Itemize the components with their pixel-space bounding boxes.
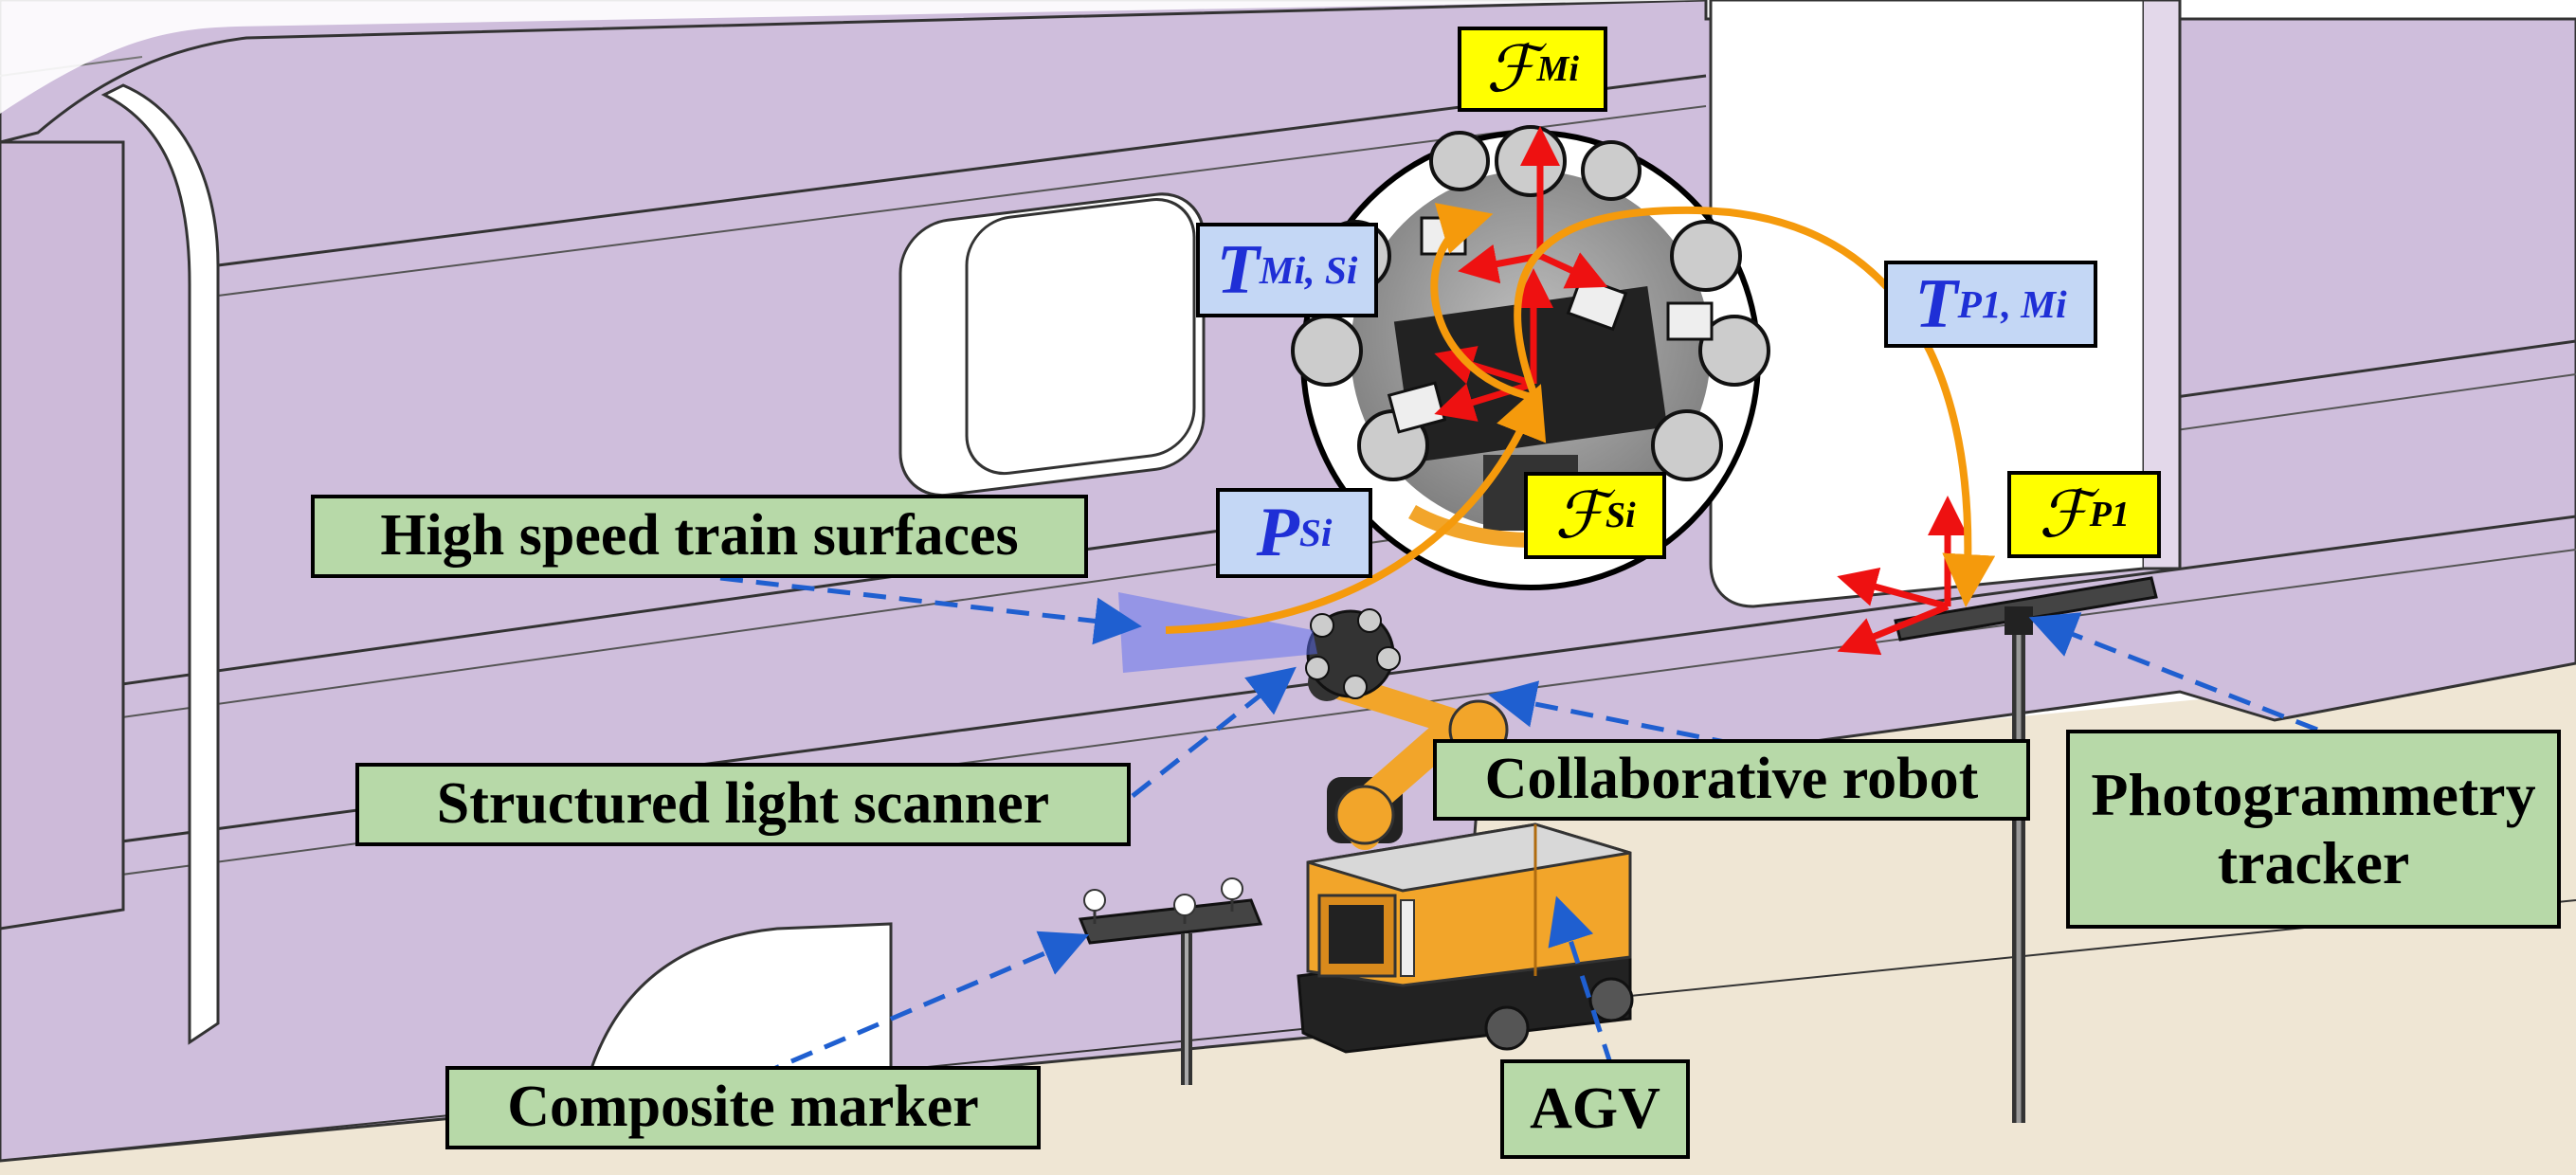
t-mi-si-symbol: T [1216, 230, 1260, 309]
label-photogrammetry-tracker: Photogrammetry tracker [2066, 730, 2561, 929]
structured-light-scanner [1305, 608, 1401, 699]
t-p1-mi-subscript: P1, Mi [1957, 281, 2067, 326]
t-p1-mi-symbol: T [1914, 264, 1958, 343]
frame-label-f-si: ℱ Si [1524, 472, 1666, 559]
f-p1-subscript: P1 [2089, 494, 2130, 534]
transform-label-t-mi-si: T Mi, Si [1196, 223, 1378, 317]
agv [1297, 822, 1634, 1054]
f-si-symbol: ℱ [1554, 479, 1605, 551]
p-si-symbol: P [1256, 494, 1299, 572]
tracker-line-2: tracker [2217, 829, 2410, 896]
composite-marker [1078, 877, 1263, 1085]
label-collaborative-robot: Collaborative robot [1433, 739, 2030, 821]
photogrammetry-tracker [1894, 576, 2158, 1123]
t-mi-si-subscript: Mi, Si [1259, 247, 1358, 292]
tracker-line-1: Photogrammetry [2091, 761, 2536, 829]
f-p1-symbol: ℱ [2039, 478, 2090, 551]
point-label-p-si: P Si [1216, 488, 1372, 578]
label-agv: AGV [1500, 1059, 1690, 1159]
f-mi-symbol: ℱ [1486, 32, 1537, 105]
transform-label-t-p1-mi: T P1, Mi [1884, 261, 2097, 348]
transform-arrows [1165, 203, 1996, 634]
label-structured-light-scanner: Structured light scanner [355, 763, 1131, 846]
f-si-subscript: Si [1605, 495, 1636, 535]
label-train-surfaces: High speed train surfaces [311, 495, 1088, 578]
frame-label-f-mi: ℱ Mi [1458, 27, 1607, 112]
scanned-surface-patch [1118, 592, 1317, 673]
frame-label-f-p1: ℱ P1 [2007, 471, 2161, 558]
f-mi-subscript: Mi [1536, 48, 1579, 89]
label-composite-marker: Composite marker [445, 1066, 1041, 1149]
p-si-subscript: Si [1298, 511, 1333, 555]
pointer-arrows [719, 575, 2318, 1078]
